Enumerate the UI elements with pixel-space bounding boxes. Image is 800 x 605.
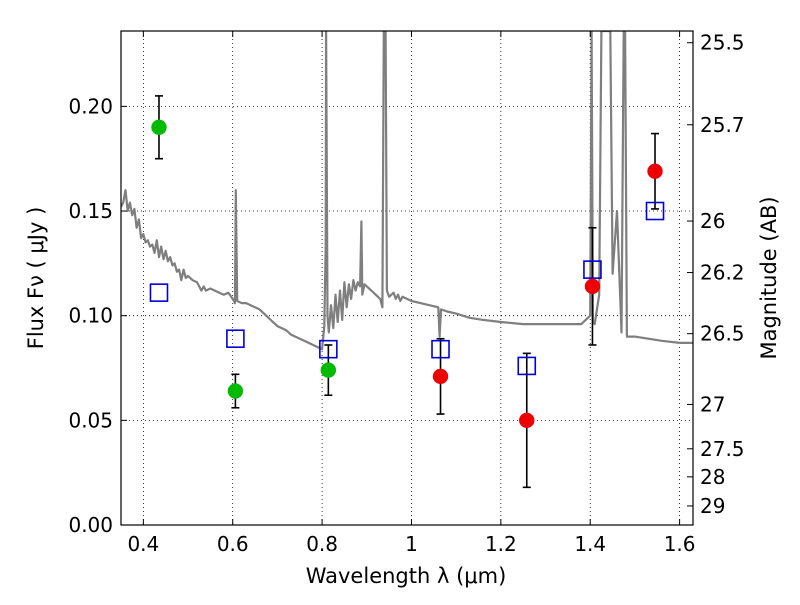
y-tick-label: 0.20 — [68, 94, 113, 118]
data-point — [432, 368, 449, 385]
y2-tick-label: 27 — [700, 392, 725, 416]
y-tick-label: 0.15 — [68, 199, 113, 223]
model-photometry-square — [645, 201, 665, 221]
data-point — [151, 119, 167, 136]
x-tick-label: 1.2 — [485, 532, 517, 556]
y2-tick-label: 27.5 — [700, 437, 745, 461]
data-point — [320, 362, 337, 378]
y2-tick-label: 28 — [700, 465, 725, 489]
plot-area — [121, 31, 693, 489]
y-axis-label: Flux Fν ( μJy ) — [24, 207, 48, 350]
model-photometry-square — [431, 339, 450, 359]
y2-tick-label: 25.7 — [700, 113, 745, 137]
model-photometry-square — [226, 329, 245, 349]
x-tick-label: 0.8 — [306, 532, 338, 556]
x-tick-label: 1 — [405, 532, 418, 556]
x-tick-label: 0.6 — [217, 532, 249, 556]
model-photometry-square — [149, 283, 169, 302]
x-tick-label: 0.4 — [127, 532, 159, 556]
data-point — [227, 383, 244, 399]
y2-tick-label: 26 — [700, 209, 725, 233]
y2-axis-label: Magnitude (AB) — [757, 196, 781, 359]
y-tick-label: 0.10 — [68, 304, 113, 328]
grid — [121, 31, 693, 526]
y2-tick-label: 26.5 — [700, 322, 745, 346]
plot-frame — [120, 30, 694, 526]
y2-tick-label: 25.5 — [700, 31, 745, 55]
data-point — [647, 163, 663, 179]
x-tick-label: 1.4 — [574, 532, 606, 556]
model-photometry-square — [583, 260, 602, 279]
y-tick-label: 0.05 — [68, 408, 113, 432]
y2-tick-label: 26.2 — [700, 261, 745, 285]
model-photometry-square — [319, 339, 338, 359]
model-spectrum-line — [121, 31, 693, 351]
model-photometry-square — [517, 356, 537, 376]
x-axis-label: Wavelength λ (μm) — [306, 564, 507, 588]
axes: 0.4 0.6 0.8 1 1.2 1.4 1.6 0.00 0.05 0.10 0.15 0.20 2… — [68, 30, 745, 556]
y-tick-label: 0.00 — [68, 513, 113, 537]
data-point — [584, 278, 601, 295]
x-tick-label: 1.6 — [664, 532, 696, 556]
data-point — [519, 412, 535, 429]
y2-tick-label: 29 — [700, 494, 725, 518]
